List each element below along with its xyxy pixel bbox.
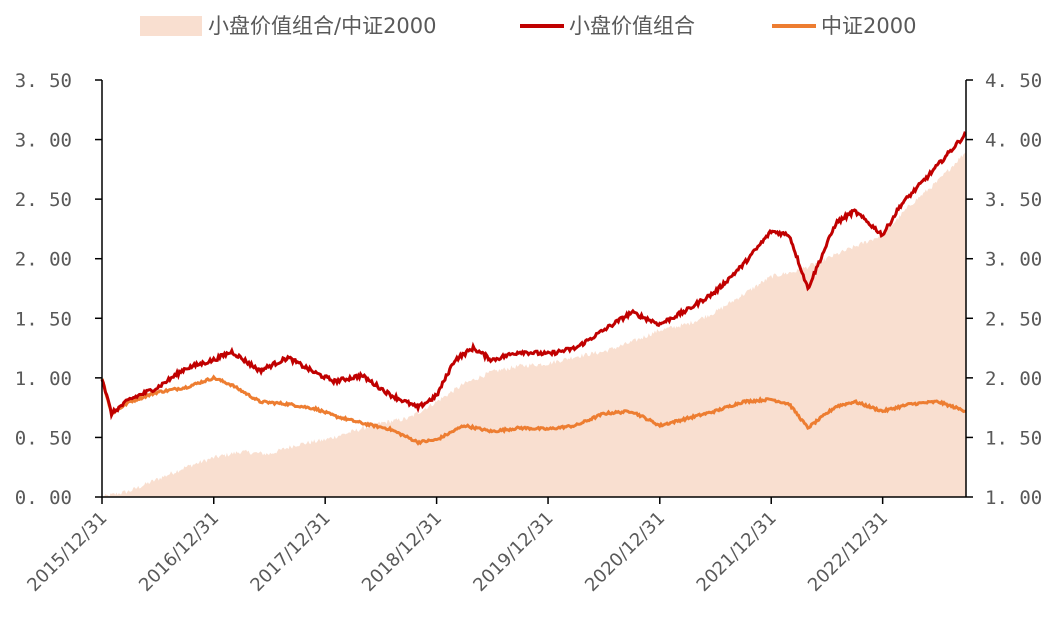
right-y-ticks: 1. 00 1. 50 2. 00 2. 50 3. 00 3. 50 4. 00 4. 50 [966, 70, 1042, 509]
plot-area [100, 131, 967, 498]
left-tick-label: 0. 00 [15, 487, 72, 509]
x-ticks: 2015/12/31 2016/12/31 2017/12/31 2018/12/31… [23, 497, 892, 596]
right-tick-label: 2. 00 [985, 368, 1042, 390]
x-tick-label: 2018/12/31 [358, 508, 446, 596]
right-tick-label: 2. 50 [985, 308, 1042, 330]
left-tick-label: 3. 00 [15, 130, 72, 152]
axes: 0. 00 0. 50 1. 00 1. 50 2. 00 2. 50 3. 00 3. 50… [15, 70, 1042, 596]
left-tick-label: 2. 00 [15, 249, 72, 271]
right-tick-label: 4. 50 [985, 70, 1042, 92]
left-tick-label: 3. 50 [15, 70, 72, 92]
ratio-area [102, 151, 966, 498]
left-y-ticks: 0. 00 0. 50 1. 00 1. 50 2. 00 2. 50 3. 00 3. 50 [15, 70, 102, 509]
right-tick-label: 4. 00 [985, 130, 1042, 152]
csi2000-line [100, 374, 966, 446]
left-tick-label: 1. 00 [15, 368, 72, 390]
left-tick-label: 2. 50 [15, 189, 72, 211]
value-portfolio-line [100, 131, 967, 421]
x-tick-label: 2020/12/31 [581, 508, 669, 596]
left-tick-label: 0. 50 [15, 427, 72, 449]
x-tick-label: 2022/12/31 [804, 508, 892, 596]
x-tick-label: 2016/12/31 [135, 508, 223, 596]
legend-label-csi2000: 中证2000 [821, 14, 916, 38]
right-tick-label: 1. 00 [985, 487, 1042, 509]
right-tick-label: 3. 50 [985, 189, 1042, 211]
x-tick-label: 2015/12/31 [23, 508, 111, 596]
x-tick-label: 2019/12/31 [469, 508, 557, 596]
right-tick-label: 3. 00 [985, 249, 1042, 271]
legend-label-value: 小盘价值组合 [569, 14, 695, 38]
legend-label-ratio: 小盘价值组合/中证2000 [208, 14, 437, 38]
right-tick-label: 1. 50 [985, 427, 1042, 449]
x-tick-label: 2017/12/31 [246, 508, 334, 596]
left-tick-label: 1. 50 [15, 308, 72, 330]
legend-swatch-area [140, 16, 202, 36]
legend: 小盘价值组合/中证2000 小盘价值组合 中证2000 [140, 14, 916, 38]
x-tick-label: 2021/12/31 [693, 508, 781, 596]
